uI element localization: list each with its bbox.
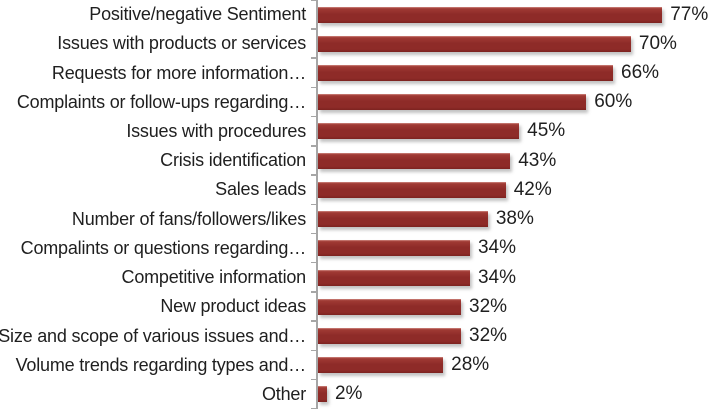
- value-label: 43%: [518, 149, 557, 171]
- value-label: 34%: [477, 237, 516, 259]
- category-label: Competitive information: [121, 267, 307, 288]
- category-label: Volume trends regarding types and…: [15, 354, 307, 375]
- value-label: 77%: [670, 3, 709, 25]
- category-label: Compalints or questions regarding…: [20, 237, 307, 258]
- chart-row: Crisis identification 43%: [0, 145, 710, 176]
- bar: [318, 269, 470, 286]
- category-label: Crisis identification: [160, 150, 306, 171]
- chart-row: Positive/negative Sentiment 77%: [0, 0, 710, 30]
- bar-area: 43%: [311, 145, 710, 176]
- category-label: Complaints or follow-ups regarding…: [16, 91, 306, 112]
- chart-row: Size and scope of various issues and… 32…: [0, 320, 710, 351]
- bar-area: 32%: [311, 291, 710, 322]
- bar: [318, 357, 444, 374]
- bar-area: 34%: [311, 232, 710, 263]
- bar-area: 45%: [311, 115, 710, 147]
- value-label: 66%: [621, 62, 660, 84]
- chart-row: Volume trends regarding types and… 28%: [0, 349, 710, 380]
- chart-row: Issues with procedures 45%: [0, 115, 710, 147]
- value-label: 38%: [495, 208, 534, 230]
- bar-area: 66%: [311, 57, 710, 88]
- bar: [318, 123, 520, 140]
- bar-area: 42%: [311, 174, 710, 205]
- value-label: 45%: [527, 120, 566, 142]
- bar: [318, 6, 663, 23]
- value-label: 42%: [513, 178, 552, 200]
- chart-row: Sales leads 42%: [0, 174, 710, 205]
- value-label: 32%: [469, 295, 508, 317]
- bar-area: 70%: [311, 28, 710, 59]
- chart-row: New product ideas 32%: [0, 291, 710, 322]
- category-label: Positive/negative Sentiment: [89, 4, 306, 25]
- bar-area: 2%: [311, 378, 710, 409]
- bar: [318, 328, 462, 345]
- chart-row: Requests for more information… 66%: [0, 57, 710, 88]
- bar: [318, 211, 488, 228]
- value-label: 70%: [638, 32, 677, 54]
- bar: [318, 181, 506, 198]
- value-label: 60%: [594, 91, 633, 113]
- chart-row: Issues with products or services 70%: [0, 28, 710, 59]
- value-label: 28%: [451, 354, 490, 376]
- category-label: Requests for more information…: [51, 62, 306, 83]
- bar-area: 32%: [311, 320, 710, 351]
- category-label: Issues with procedures: [126, 120, 306, 141]
- chart-row: Other 2%: [0, 378, 710, 409]
- chart-row: Number of fans/followers/likes 38%: [0, 203, 710, 234]
- bar-area: 60%: [311, 86, 710, 117]
- bar: [318, 386, 327, 403]
- bar: [318, 152, 511, 169]
- bar-area: 34%: [311, 261, 710, 293]
- category-label: Sales leads: [215, 179, 306, 200]
- bar-area: 38%: [311, 203, 710, 234]
- category-label: Number of fans/followers/likes: [71, 208, 306, 229]
- chart-row: Complaints or follow-ups regarding… 60%: [0, 86, 710, 117]
- value-label: 32%: [469, 325, 508, 347]
- bar: [318, 94, 587, 111]
- category-label: Issues with products or services: [57, 33, 306, 54]
- value-label: 2%: [334, 383, 363, 405]
- category-label: Other: [261, 383, 306, 404]
- bar: [318, 240, 470, 257]
- category-label: Size and scope of various issues and…: [0, 325, 306, 346]
- bar: [318, 35, 631, 52]
- bar: [318, 298, 462, 315]
- value-label: 34%: [477, 266, 516, 288]
- bar-area: 28%: [311, 349, 710, 380]
- chart-row: Compalints or questions regarding… 34%: [0, 232, 710, 263]
- category-label: New product ideas: [160, 296, 306, 317]
- chart-row: Competitive information 34%: [0, 261, 710, 293]
- bar: [318, 65, 614, 82]
- bar-area: 77%: [311, 0, 710, 30]
